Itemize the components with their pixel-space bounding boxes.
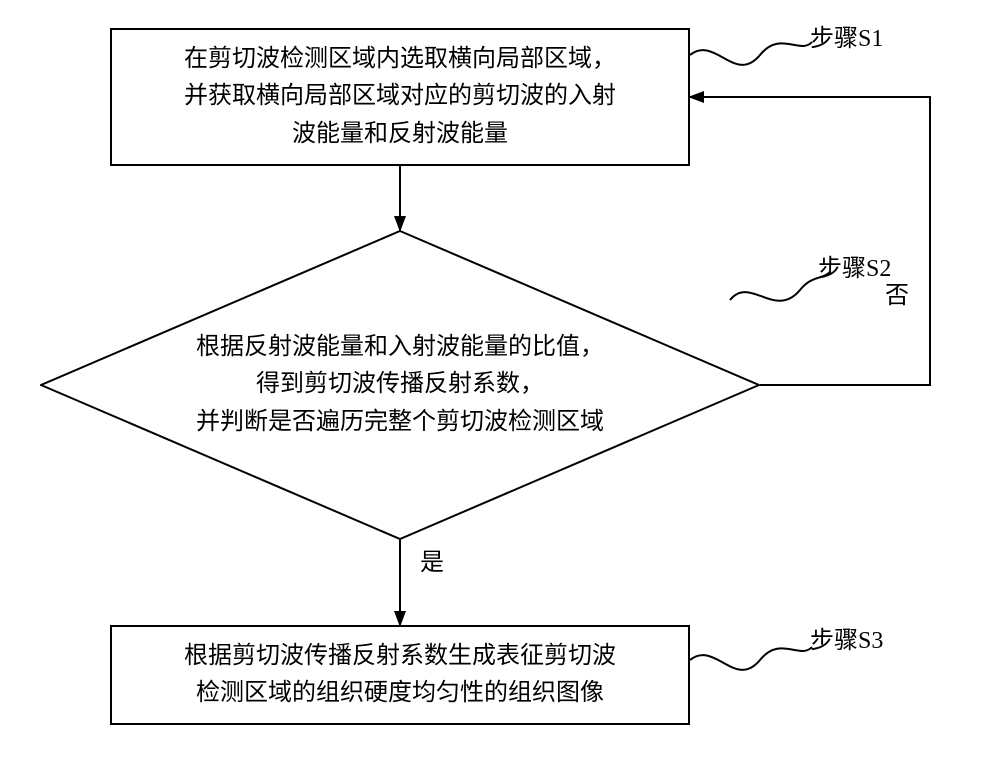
flowchart-canvas: 在剪切波检测区域内选取横向局部区域，并获取横向局部区域对应的剪切波的入射波能量和… (0, 0, 1000, 761)
node-text: 根据反射波能量和入射波能量的比值，得到剪切波传播反射系数，并判断是否遍历完整个剪… (196, 329, 604, 441)
node-text: 根据剪切波传播反射系数生成表征剪切波检测区域的组织硬度均匀性的组织图像 (164, 630, 636, 720)
decision-node-s2: 根据反射波能量和入射波能量的比值，得到剪切波传播反射系数，并判断是否遍历完整个剪… (40, 230, 760, 540)
step-label-s1: 步骤S1 (810, 18, 883, 53)
process-node-s3: 根据剪切波传播反射系数生成表征剪切波检测区域的组织硬度均匀性的组织图像 (110, 625, 690, 725)
node-text: 在剪切波检测区域内选取横向局部区域，并获取横向局部区域对应的剪切波的入射波能量和… (164, 33, 636, 161)
squiggle-s1 (690, 42, 812, 65)
step-label-s3: 步骤S3 (810, 620, 883, 655)
step-label-s2: 步骤S2 (818, 248, 891, 283)
edge-label-s2-no-to-s1: 否 (885, 283, 909, 309)
squiggle-s3 (690, 647, 812, 670)
edge-label-s2-yes-to-s3: 是 (420, 550, 444, 576)
process-node-s1: 在剪切波检测区域内选取横向局部区域，并获取横向局部区域对应的剪切波的入射波能量和… (110, 28, 690, 166)
